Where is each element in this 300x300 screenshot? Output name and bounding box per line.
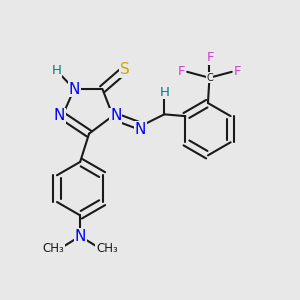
Text: H: H xyxy=(51,64,61,77)
Text: N: N xyxy=(54,108,65,123)
Text: CH₃: CH₃ xyxy=(96,242,118,255)
Text: N: N xyxy=(135,122,146,137)
Text: CH₃: CH₃ xyxy=(43,242,64,255)
Text: F: F xyxy=(207,51,215,64)
Text: F: F xyxy=(178,65,185,78)
Text: N: N xyxy=(74,229,86,244)
Text: F: F xyxy=(234,65,242,78)
Text: N: N xyxy=(68,82,80,97)
Text: S: S xyxy=(120,62,130,77)
Text: H: H xyxy=(159,85,169,98)
Text: C: C xyxy=(206,73,213,83)
Text: N: N xyxy=(110,108,122,123)
